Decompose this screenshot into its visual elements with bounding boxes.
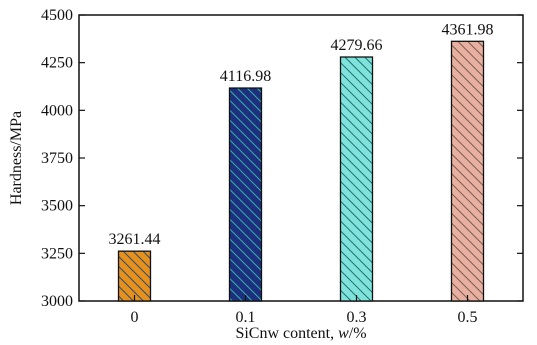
data-label: 4361.98	[442, 21, 494, 38]
x-axis-title-unit: /%	[349, 325, 367, 342]
y-tick-label: 3000	[41, 293, 73, 310]
bar-0.5	[450, 40, 485, 302]
x-axis-title: SiCnw content, w/%	[235, 325, 366, 342]
x-axis-title-text: SiCnw content,	[235, 325, 338, 342]
y-tick-label: 3750	[41, 150, 73, 167]
y-axis: 3000 3250 3500 3750 4000 4250 4500	[41, 7, 523, 310]
x-tick-label: 0.1	[236, 309, 256, 326]
bar-0	[117, 250, 152, 302]
data-labels-group: 3261.44 4116.98 4279.66 4361.98	[109, 21, 494, 248]
bar-0.1	[228, 87, 263, 302]
x-tick-label: 0	[131, 309, 139, 326]
y-tick-label: 3500	[41, 198, 73, 215]
bars-group	[117, 40, 485, 302]
y-tick-label: 3250	[41, 245, 73, 262]
y-axis-title: Hardness/MPa	[8, 111, 25, 205]
x-tick-label: 0.3	[347, 309, 367, 326]
bar-0.3	[339, 56, 374, 302]
x-tick-label: 0.5	[458, 309, 478, 326]
y-tick-label: 4500	[41, 7, 73, 24]
data-label: 4279.66	[331, 37, 383, 54]
x-axis: 0 0.1 0.3 0.5	[131, 295, 478, 326]
data-label: 4116.98	[220, 68, 271, 85]
y-tick-label: 4000	[41, 102, 73, 119]
data-label: 3261.44	[109, 231, 161, 248]
y-tick-label: 4250	[41, 55, 73, 72]
x-axis-title-var: w	[338, 325, 349, 342]
